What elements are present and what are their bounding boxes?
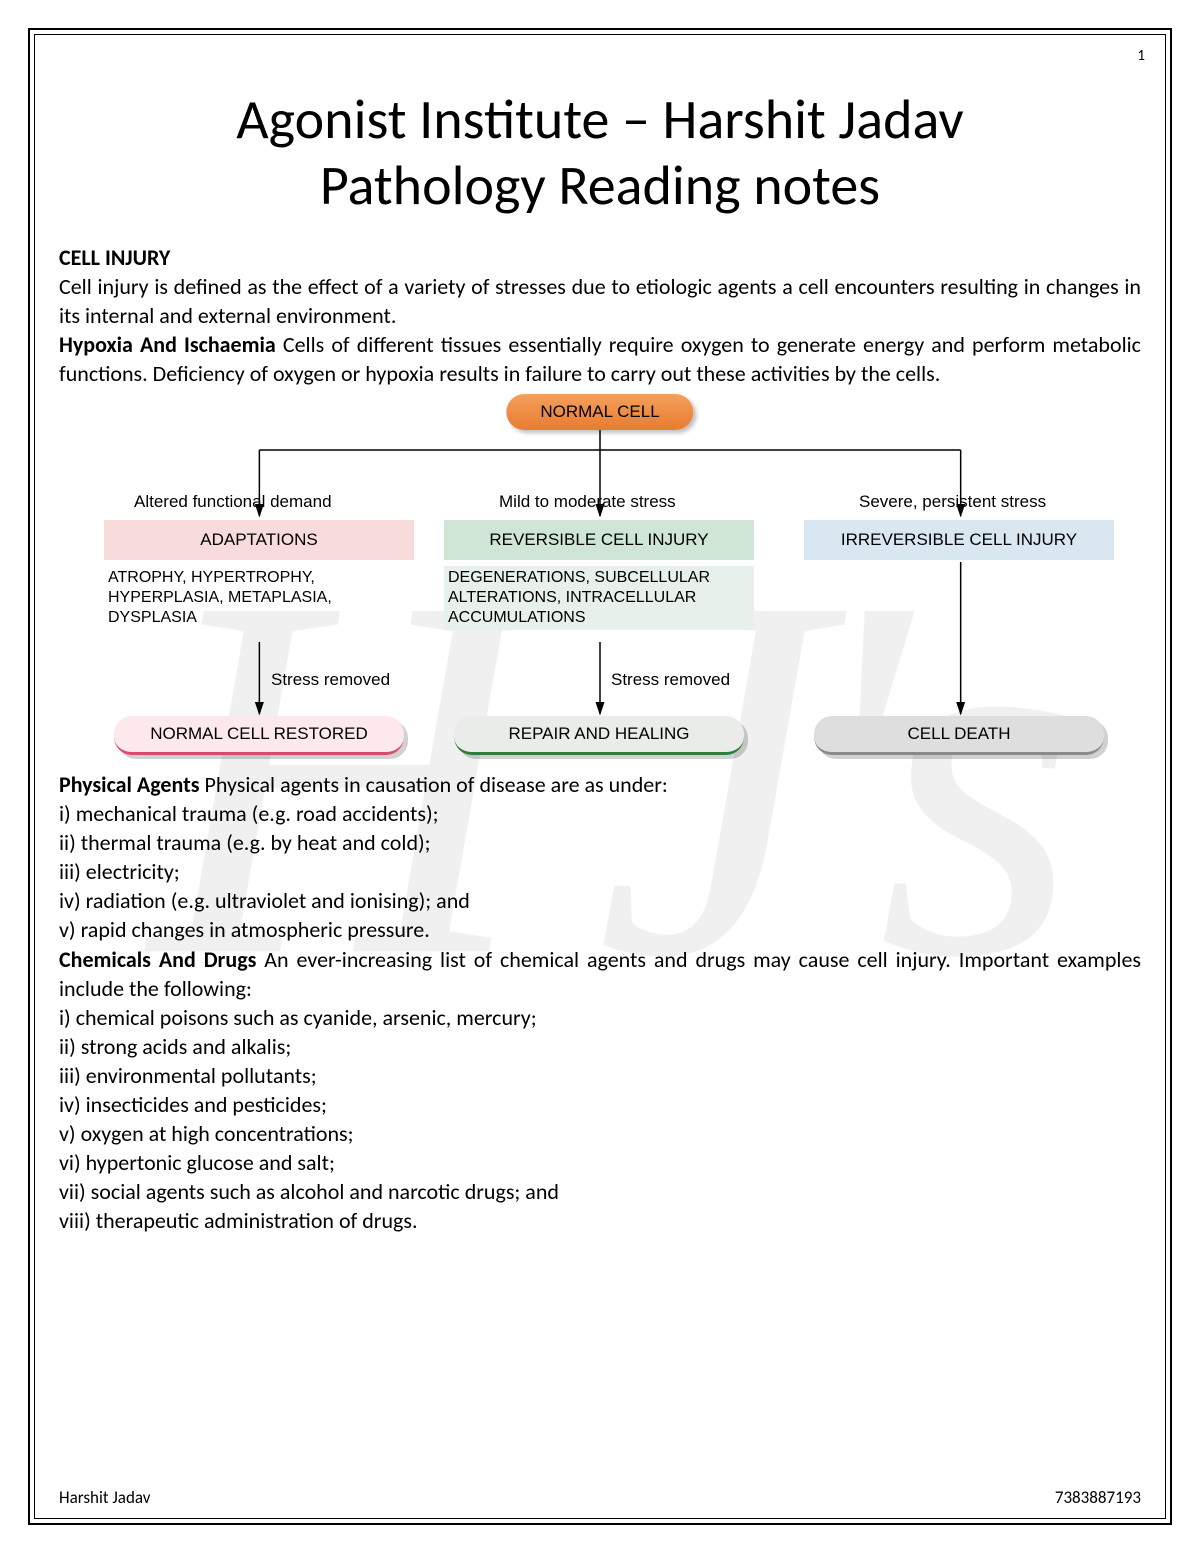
chem-item: iv) insecticides and pesticides; bbox=[59, 1090, 1141, 1119]
flow-sub-adaptations: ATROPHY, HYPERTROPHY, HYPERPLASIA, METAP… bbox=[104, 566, 414, 630]
flow-cat-reversible: REVERSIBLE CELL INJURY bbox=[444, 520, 754, 560]
page-content: H J's 1 Agonist Institute – Harshit Jada… bbox=[34, 34, 1166, 1519]
page-number: 1 bbox=[1137, 47, 1145, 65]
title-line-2: Pathology Reading notes bbox=[320, 152, 880, 220]
flow-out-death: CELL DEATH bbox=[814, 716, 1104, 755]
chem-item: vi) hypertonic glucose and salt; bbox=[59, 1148, 1141, 1177]
footer: Harshit Jadav 7383887193 bbox=[59, 1487, 1141, 1508]
edge-label-left: Altered functional demand bbox=[134, 492, 332, 512]
edge-label-mid: Mild to moderate stress bbox=[499, 492, 676, 512]
chem-item: iii) environmental pollutants; bbox=[59, 1061, 1141, 1090]
flow-out-repair: REPAIR AND HEALING bbox=[454, 716, 744, 755]
flow-out-restored: NORMAL CELL RESTORED bbox=[114, 716, 404, 755]
physical-item: iv) radiation (e.g. ultraviolet and ioni… bbox=[59, 886, 1141, 915]
body-text-lower: Physical Agents Physical agents in causa… bbox=[59, 770, 1141, 1235]
flow-cat-irreversible: IRREVERSIBLE CELL INJURY bbox=[804, 520, 1114, 560]
section-heading: CELL INJURY bbox=[59, 243, 1141, 272]
chem-item: ii) strong acids and alkalis; bbox=[59, 1032, 1141, 1061]
flow-root: NORMAL CELL bbox=[506, 394, 693, 430]
chem-item: i) chemical poisons such as cyanide, ars… bbox=[59, 1003, 1141, 1032]
physical-label: Physical Agents bbox=[59, 771, 200, 798]
physical-item: ii) thermal trauma (e.g. by heat and col… bbox=[59, 828, 1141, 857]
body-text: CELL INJURY Cell injury is defined as th… bbox=[59, 243, 1141, 388]
flow-cat-adaptations: ADAPTATIONS bbox=[104, 520, 414, 560]
physical-item: iii) electricity; bbox=[59, 857, 1141, 886]
chemicals-para: Chemicals And Drugs An ever-increasing l… bbox=[59, 945, 1141, 1003]
footer-author: Harshit Jadav bbox=[59, 1487, 150, 1508]
edge-label-stress-removed-1: Stress removed bbox=[271, 670, 390, 690]
para-cell-injury: Cell injury is defined as the effect of … bbox=[59, 272, 1141, 330]
physical-agents-para: Physical Agents Physical agents in causa… bbox=[59, 770, 1141, 799]
document-title: Agonist Institute – Harshit Jadav Pathol… bbox=[59, 87, 1141, 219]
title-line-1: Agonist Institute – Harshit Jadav bbox=[236, 86, 963, 154]
chem-item: viii) therapeutic administration of drug… bbox=[59, 1206, 1141, 1235]
flowchart: NORMAL CELL Altered functional demand Mi… bbox=[59, 394, 1141, 766]
chem-item: v) oxygen at high concentrations; bbox=[59, 1119, 1141, 1148]
edge-label-right: Severe, persistent stress bbox=[859, 492, 1046, 512]
chem-label: Chemicals And Drugs bbox=[59, 946, 256, 973]
physical-intro: Physical agents in causation of disease … bbox=[200, 771, 668, 798]
flow-sub-reversible: DEGENERATIONS, SUBCELLULAR ALTERATIONS, … bbox=[444, 566, 754, 630]
edge-label-stress-removed-2: Stress removed bbox=[611, 670, 730, 690]
footer-phone: 7383887193 bbox=[1055, 1487, 1141, 1508]
hypoxia-label: Hypoxia And Ischaemia bbox=[59, 331, 276, 358]
para-hypoxia: Hypoxia And Ischaemia Cells of different… bbox=[59, 330, 1141, 388]
physical-item: i) mechanical trauma (e.g. road accident… bbox=[59, 799, 1141, 828]
chem-item: vii) social agents such as alcohol and n… bbox=[59, 1177, 1141, 1206]
physical-item: v) rapid changes in atmospheric pressure… bbox=[59, 915, 1141, 944]
